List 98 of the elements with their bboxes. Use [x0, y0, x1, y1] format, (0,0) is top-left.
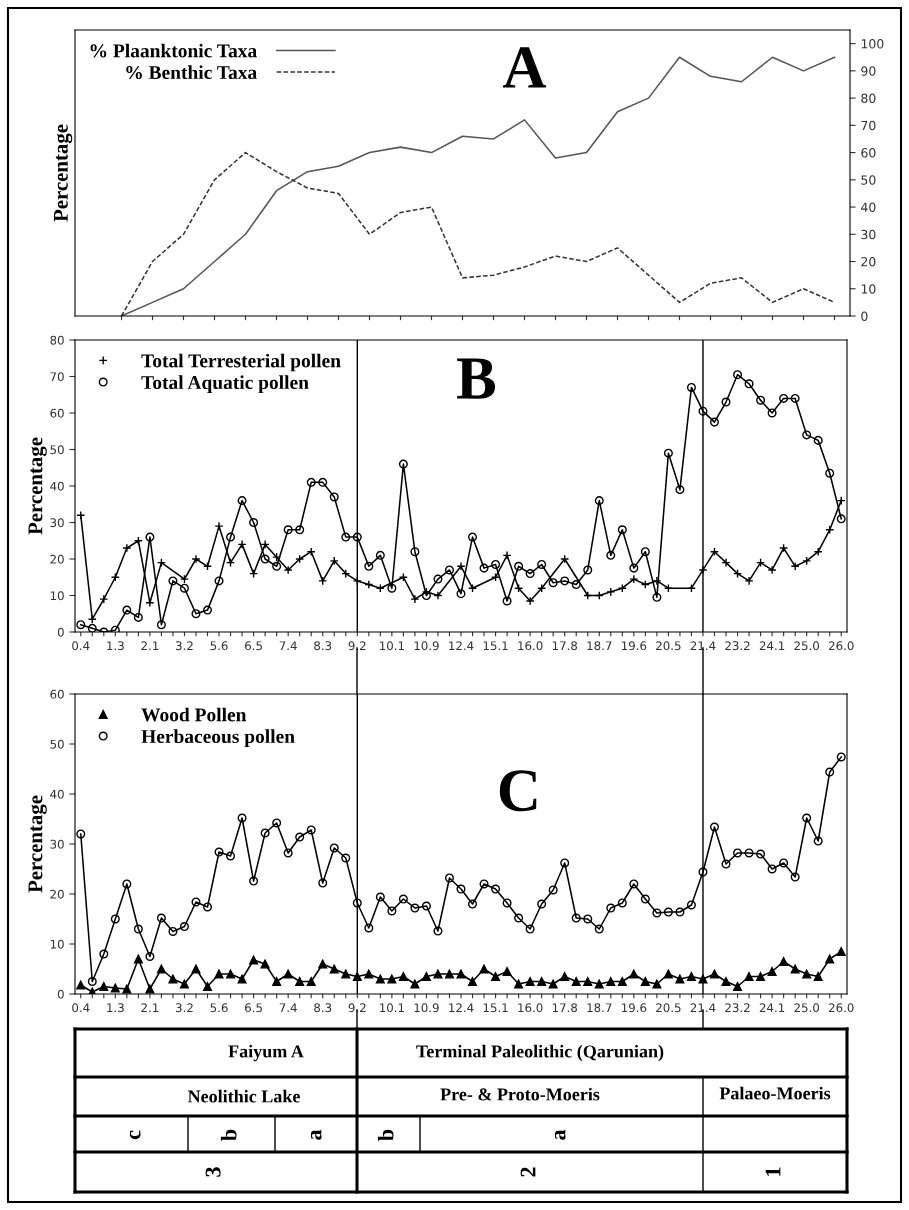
y-tick-label: 70	[50, 372, 64, 382]
x-tick-label: 26.0	[828, 641, 854, 651]
x-tick-label: 10.9	[414, 1003, 439, 1013]
y-axis-title: Percentage	[28, 437, 47, 535]
x-tick-label: 0.4	[72, 641, 90, 651]
x-tick-label: 12.4	[449, 1003, 474, 1012]
x-tick-label: 5.6	[210, 1003, 228, 1013]
x-tick-label: 16.0	[518, 1003, 543, 1013]
y-tick-label: 100	[861, 39, 884, 49]
text: Neolithic Lake	[187, 1089, 300, 1103]
y-tick-label: 40	[50, 481, 64, 491]
legend-label: Total Aquatic pollen	[141, 375, 309, 393]
x-tick-label: 5.6	[210, 641, 228, 651]
legend-label: Wood Pollen	[141, 707, 247, 722]
legend-label: % Plaanktonic Taxa	[90, 43, 257, 58]
y-tick-label: 60	[861, 148, 876, 158]
text: b	[377, 1129, 394, 1141]
x-tick-label: 25.0	[794, 1003, 820, 1013]
y-tick-label: 20	[861, 257, 876, 267]
x-tick-label: 2.1	[141, 1003, 159, 1012]
x-tick-label: 23.2	[725, 641, 750, 651]
text: b	[220, 1129, 237, 1141]
y-tick-label: 80	[50, 335, 64, 345]
y-tick-label: 30	[861, 229, 876, 240]
x-tick-label: 1.3	[107, 641, 124, 651]
x-tick-label: 19.6	[621, 1003, 647, 1013]
y-tick-label: 50	[50, 739, 64, 749]
x-tick-label: 9.2	[348, 1003, 366, 1013]
text: 2	[520, 1167, 536, 1177]
text: a	[310, 1129, 322, 1140]
x-tick-label: 16.0	[518, 641, 543, 651]
x-tick-label: 7.4	[279, 641, 297, 650]
y-tick-label: 80	[861, 93, 876, 104]
y-tick-label: 30	[50, 518, 64, 528]
y-tick-label: 60	[50, 689, 64, 699]
x-tick-label: 0.4	[72, 1003, 90, 1013]
legend-label: Herbaceous pollen	[141, 729, 295, 747]
x-tick-label: 10.9	[414, 641, 439, 651]
text: 1	[765, 1167, 781, 1176]
x-tick-label: 18.7	[587, 641, 612, 651]
annotation: A	[503, 47, 547, 88]
y-tick-label: 0	[861, 311, 868, 321]
y-tick-label: 90	[861, 66, 876, 76]
x-tick-label: 6.5	[245, 1003, 262, 1013]
legend-label: Total Terresterial pollen	[141, 353, 341, 372]
y-tick-label: 70	[861, 120, 876, 131]
x-tick-label: 3.2	[175, 641, 193, 651]
text: Faiyum A	[228, 1044, 304, 1062]
y-axis-title: Percentage	[28, 795, 47, 893]
text: 3	[205, 1167, 221, 1177]
x-tick-label: 23.2	[725, 1003, 750, 1013]
y-tick-label: 0	[57, 627, 64, 637]
x-tick-label: 25.0	[794, 641, 820, 651]
x-tick-label: 1.3	[107, 1003, 124, 1013]
x-tick-label: 7.4	[279, 1003, 297, 1012]
x-tick-label: 19.6	[621, 641, 647, 651]
x-tick-label: 24.1	[759, 1003, 785, 1012]
x-tick-label: 21.4	[690, 1003, 716, 1012]
y-tick-label: 0	[57, 989, 64, 999]
x-tick-label: 8.3	[314, 641, 332, 651]
y-tick-label: 20	[50, 554, 64, 564]
x-tick-label: 18.7	[587, 1003, 612, 1013]
x-tick-label: 20.5	[656, 1003, 681, 1013]
x-tick-label: 17.8	[552, 1003, 578, 1013]
x-tick-label: 17.8	[552, 641, 578, 651]
x-tick-label: 20.5	[656, 641, 681, 651]
y-tick-label: 60	[50, 408, 64, 418]
x-tick-label: 21.4	[690, 641, 716, 650]
y-tick-label: 50	[861, 175, 876, 185]
x-tick-label: 24.1	[759, 641, 785, 650]
x-tick-label: 15.1	[483, 1003, 508, 1013]
y-tick-label: 50	[50, 445, 64, 455]
text: Pre- & Proto-Moeris	[440, 1087, 600, 1101]
annotation: C	[499, 770, 537, 812]
x-tick-label: 10.1	[380, 641, 404, 651]
text: c	[129, 1130, 141, 1140]
annotation: B	[457, 358, 496, 399]
x-tick-label: 8.3	[314, 1003, 332, 1013]
x-tick-label: 15.1	[483, 641, 508, 651]
y-tick-label: 40	[50, 789, 64, 799]
y-tick-label: 10	[50, 591, 64, 601]
x-tick-label: 26.0	[828, 1003, 854, 1013]
text: Palaeo-Moeris	[719, 1086, 831, 1100]
x-tick-label: 2.1	[141, 641, 159, 650]
x-tick-label: 9.2	[348, 641, 366, 651]
text: a	[554, 1129, 566, 1140]
x-tick-label: 3.2	[175, 1003, 193, 1013]
y-axis-title: Percentage	[53, 124, 73, 222]
y-tick-label: 10	[50, 939, 64, 949]
text: Terminal Paleolithic (Qarunian)	[416, 1044, 664, 1062]
x-tick-label: 6.5	[245, 641, 262, 651]
x-tick-label: 10.1	[380, 1003, 404, 1013]
y-tick-label: 10	[861, 284, 876, 294]
y-tick-label: 40	[861, 202, 876, 212]
y-tick-label: 20	[50, 889, 64, 899]
x-tick-label: 12.4	[449, 641, 474, 650]
y-tick-label: 30	[50, 839, 64, 849]
legend-label: % Benthic Taxa	[126, 65, 257, 80]
